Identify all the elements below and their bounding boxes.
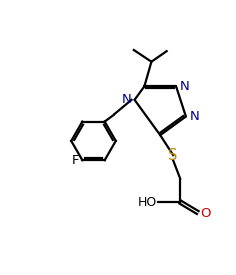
Text: N: N bbox=[121, 93, 131, 106]
Text: HO: HO bbox=[137, 196, 157, 208]
Text: F: F bbox=[71, 154, 79, 167]
Text: O: O bbox=[201, 207, 211, 219]
Text: S: S bbox=[169, 148, 178, 163]
Text: N: N bbox=[180, 80, 190, 93]
Text: N: N bbox=[190, 110, 200, 123]
